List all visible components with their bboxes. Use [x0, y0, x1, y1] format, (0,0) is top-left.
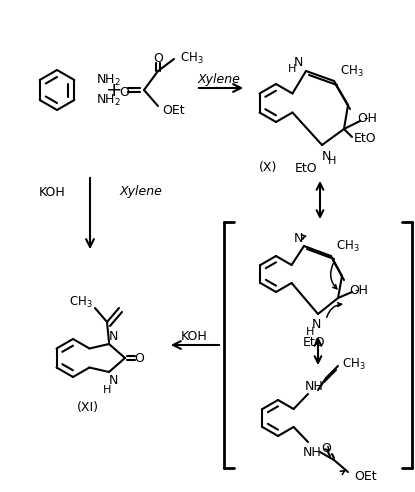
- Text: EtO: EtO: [354, 132, 377, 146]
- Text: Xylene: Xylene: [198, 73, 240, 87]
- FancyArrowPatch shape: [327, 303, 342, 317]
- Text: OEt: OEt: [354, 469, 377, 483]
- Text: H: H: [288, 64, 296, 74]
- Text: N: N: [108, 373, 118, 387]
- Text: O: O: [119, 86, 129, 98]
- Text: N: N: [293, 232, 303, 245]
- Text: O: O: [321, 441, 331, 455]
- Text: H: H: [103, 385, 111, 395]
- Text: NH$_2$: NH$_2$: [96, 92, 121, 108]
- Text: EtO: EtO: [303, 336, 325, 348]
- Text: CH$_3$: CH$_3$: [342, 356, 366, 371]
- Text: KOH: KOH: [38, 185, 65, 198]
- Text: O: O: [357, 113, 367, 125]
- Text: N: N: [108, 330, 118, 342]
- Text: O: O: [153, 53, 163, 65]
- FancyArrowPatch shape: [301, 235, 305, 239]
- Text: -H: -H: [363, 113, 377, 125]
- Text: NH: NH: [305, 379, 323, 393]
- FancyArrowPatch shape: [325, 446, 329, 451]
- Text: N: N: [311, 317, 321, 331]
- Text: CH$_3$: CH$_3$: [180, 51, 204, 65]
- Text: O: O: [134, 351, 144, 365]
- Text: OEt: OEt: [162, 103, 185, 117]
- Text: EtO: EtO: [295, 161, 317, 175]
- FancyArrowPatch shape: [331, 262, 337, 289]
- Text: H: H: [328, 156, 336, 166]
- Text: N: N: [321, 151, 331, 163]
- Text: N: N: [293, 57, 303, 69]
- Text: CH$_3$: CH$_3$: [340, 63, 364, 79]
- Text: CH$_3$: CH$_3$: [336, 239, 360, 253]
- Text: (X): (X): [259, 161, 277, 175]
- Text: KOH: KOH: [181, 330, 208, 342]
- Text: O: O: [349, 283, 359, 297]
- Text: CH$_3$: CH$_3$: [69, 294, 93, 309]
- FancyArrowPatch shape: [340, 471, 344, 475]
- Text: NH: NH: [303, 445, 321, 459]
- Text: (XI): (XI): [77, 401, 99, 414]
- Text: Xylene: Xylene: [120, 185, 163, 198]
- Text: +: +: [106, 81, 122, 99]
- Text: -H: -H: [354, 283, 368, 297]
- Text: H: H: [306, 327, 314, 337]
- Text: NH$_2$: NH$_2$: [96, 72, 121, 88]
